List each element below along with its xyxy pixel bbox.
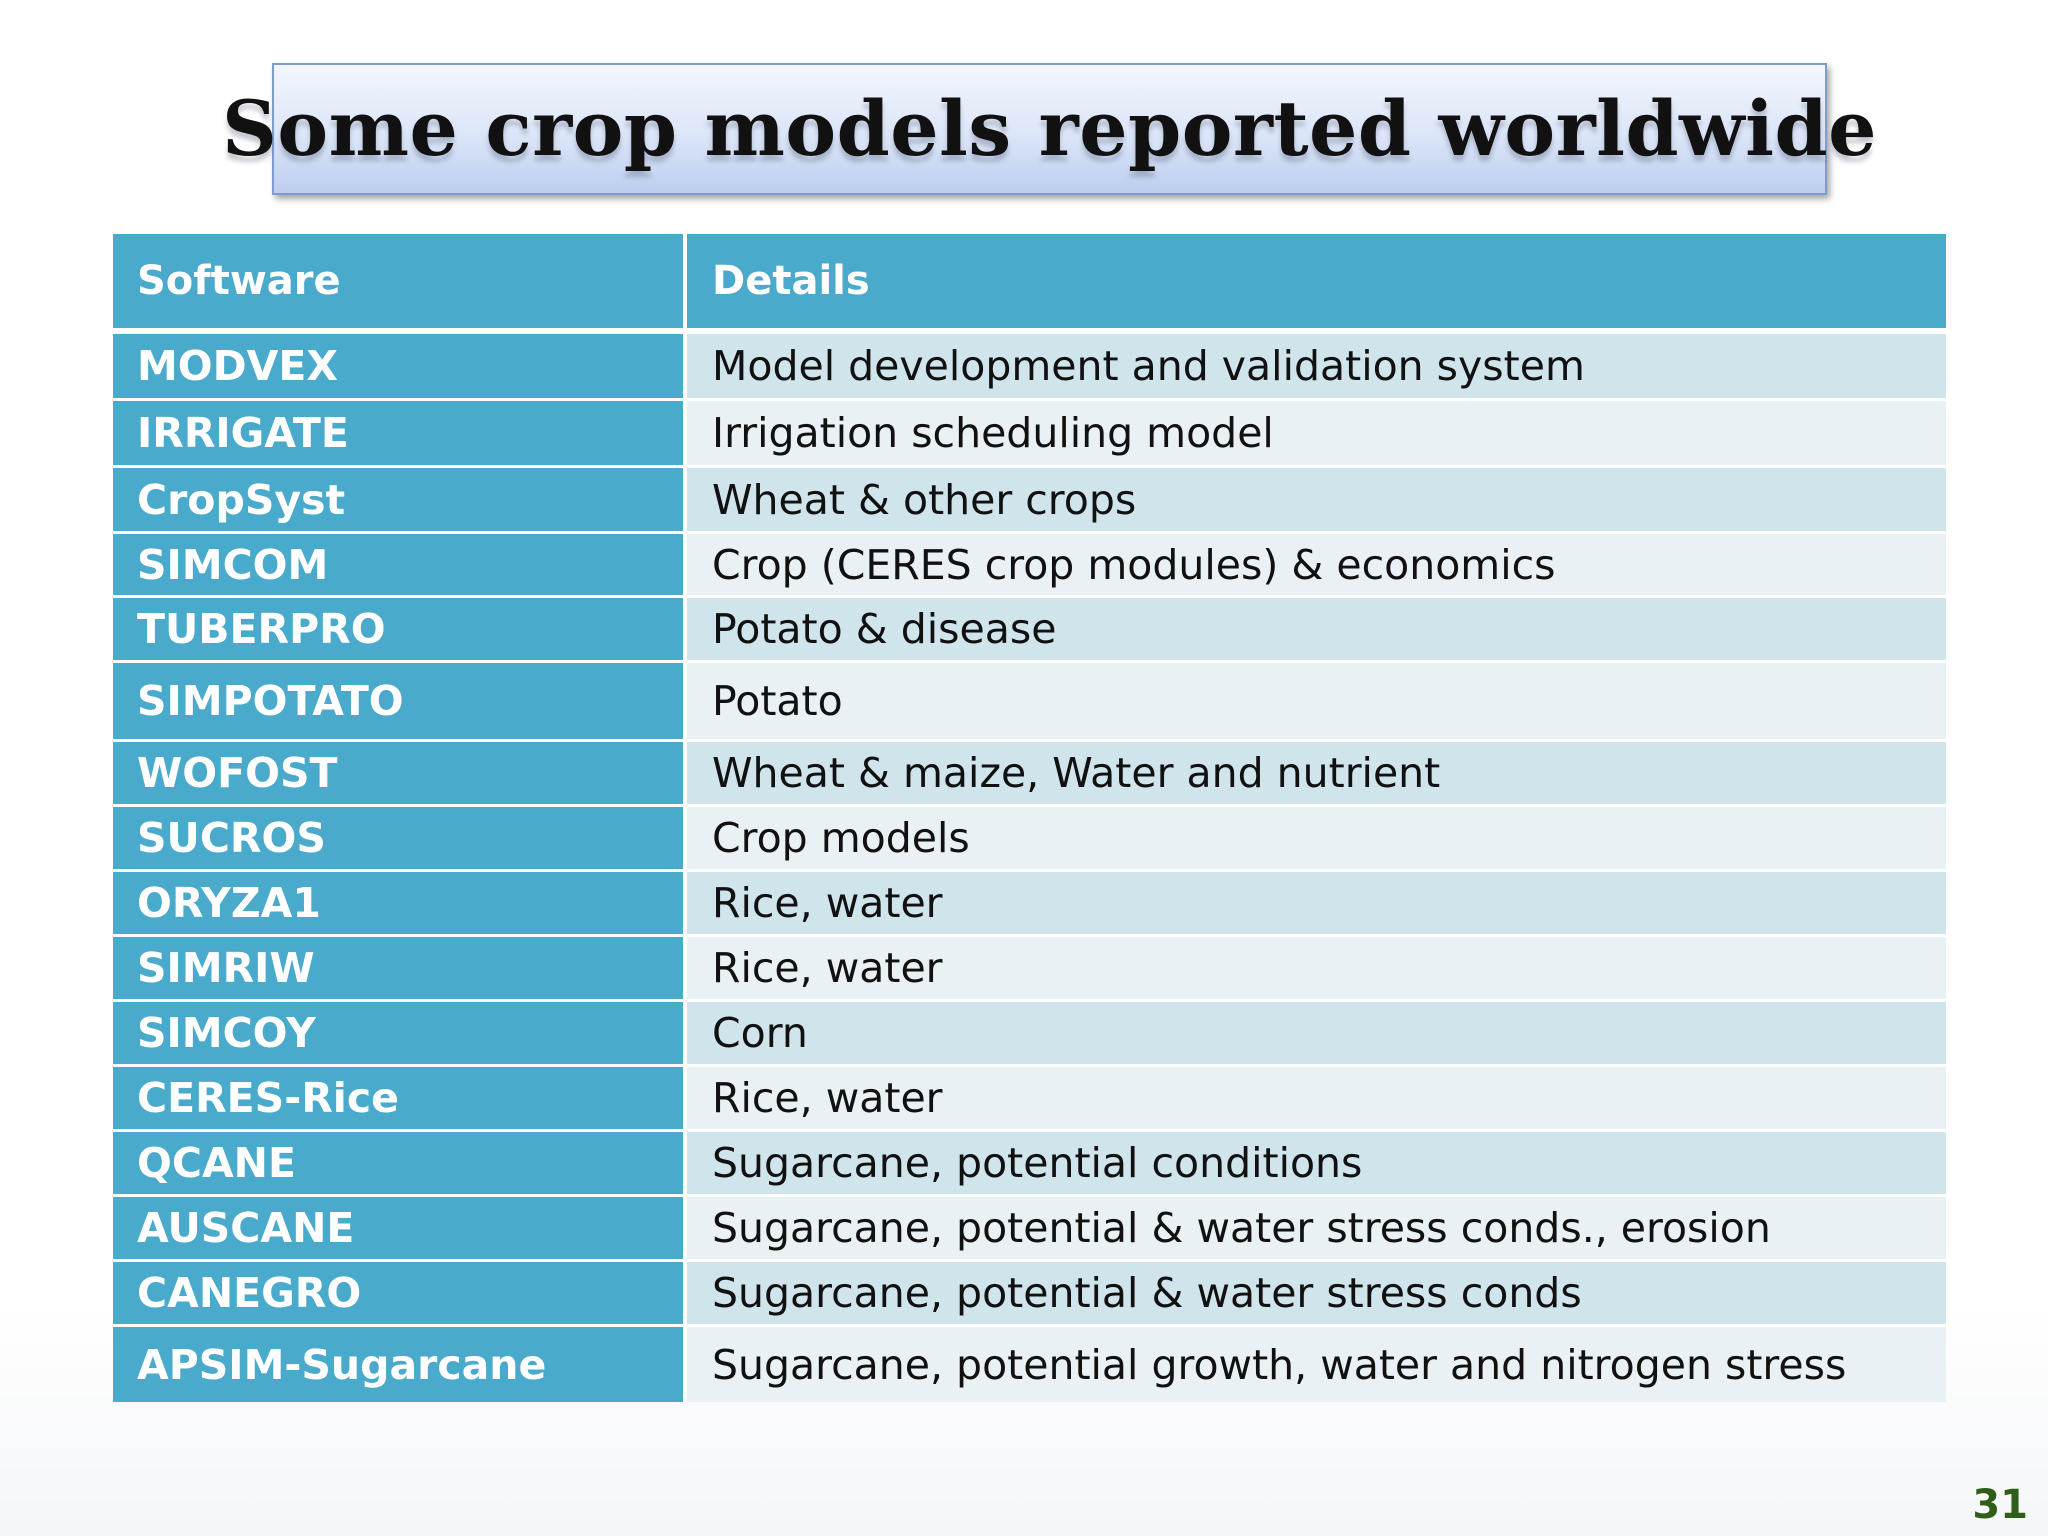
details-cell: Potato: [687, 663, 1946, 739]
software-cell: ORYZA1: [113, 872, 687, 934]
details-cell: Rice, water: [687, 872, 1946, 934]
table-body: MODVEX Model development and validation s…: [113, 334, 1946, 1402]
table-row: QCANE Sugarcane, potential conditions: [113, 1132, 1946, 1197]
software-cell: CANEGRO: [113, 1262, 687, 1324]
slide-title: Some crop models reported worldwide: [222, 84, 1877, 173]
details-cell: Model development and validation system: [687, 334, 1946, 398]
software-cell: CropSyst: [113, 468, 687, 531]
details-cell: Rice, water: [687, 1067, 1946, 1129]
header-details: Details: [687, 234, 1946, 328]
table-row: SIMPOTATO Potato: [113, 663, 1946, 742]
details-cell: Crop models: [687, 807, 1946, 869]
details-cell: Rice, water: [687, 937, 1946, 999]
software-cell: QCANE: [113, 1132, 687, 1194]
table-row: IRRIGATE Irrigation scheduling model: [113, 401, 1946, 468]
table-row: ORYZA1 Rice, water: [113, 872, 1946, 937]
software-cell: WOFOST: [113, 742, 687, 804]
title-banner: Some crop models reported worldwide: [222, 63, 1876, 195]
page-number: 31: [1972, 1482, 2028, 1528]
details-cell: Crop (CERES crop modules) & economics: [687, 534, 1946, 595]
software-cell: SIMPOTATO: [113, 663, 687, 739]
table-row: SIMCOY Corn: [113, 1002, 1946, 1067]
software-cell: AUSCANE: [113, 1197, 687, 1259]
software-cell: SUCROS: [113, 807, 687, 869]
table-header-row: Software Details: [113, 234, 1946, 334]
software-cell: CERES-Rice: [113, 1067, 687, 1129]
software-cell: SIMCOY: [113, 1002, 687, 1064]
details-cell: Sugarcane, potential growth, water and n…: [687, 1327, 1946, 1402]
table-row: SUCROS Crop models: [113, 807, 1946, 872]
table-row: CropSyst Wheat & other crops: [113, 468, 1946, 534]
software-cell: SIMCOM: [113, 534, 687, 595]
software-cell: SIMRIW: [113, 937, 687, 999]
details-cell: Sugarcane, potential & water stress cond…: [687, 1262, 1946, 1324]
details-cell: Irrigation scheduling model: [687, 401, 1946, 465]
table-row: SIMCOM Crop (CERES crop modules) & econom…: [113, 534, 1946, 598]
details-cell: Wheat & other crops: [687, 468, 1946, 531]
table-row: APSIM-Sugarcane Sugarcane, potential grow…: [113, 1327, 1946, 1402]
details-cell: Corn: [687, 1002, 1946, 1064]
details-cell: Potato & disease: [687, 598, 1946, 660]
details-cell: Sugarcane, potential conditions: [687, 1132, 1946, 1194]
table-row: WOFOST Wheat & maize, Water and nutrient: [113, 742, 1946, 807]
software-cell: MODVEX: [113, 334, 687, 398]
crop-models-table: Software Details MODVEX Model development…: [113, 234, 1946, 1402]
table-row: AUSCANE Sugarcane, potential & water stre…: [113, 1197, 1946, 1262]
table-row: CANEGRO Sugarcane, potential & water stre…: [113, 1262, 1946, 1327]
software-cell: IRRIGATE: [113, 401, 687, 465]
table-row: SIMRIW Rice, water: [113, 937, 1946, 1002]
software-cell: TUBERPRO: [113, 598, 687, 660]
software-cell: APSIM-Sugarcane: [113, 1327, 687, 1402]
details-cell: Sugarcane, potential & water stress cond…: [687, 1197, 1946, 1259]
table-row: CERES-Rice Rice, water: [113, 1067, 1946, 1132]
table-row: TUBERPRO Potato & disease: [113, 598, 1946, 663]
details-cell: Wheat & maize, Water and nutrient: [687, 742, 1946, 804]
header-software: Software: [113, 234, 687, 328]
table-row: MODVEX Model development and validation s…: [113, 334, 1946, 401]
